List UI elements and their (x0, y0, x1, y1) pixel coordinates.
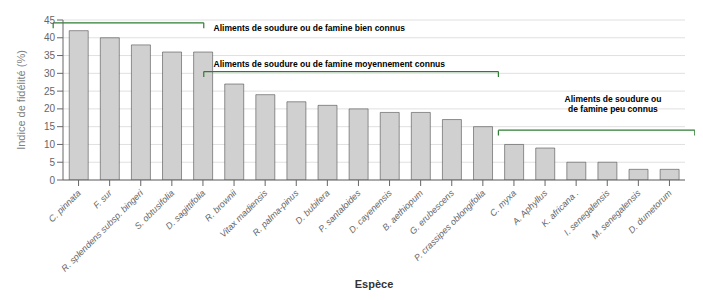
svg-text:5: 5 (49, 157, 55, 168)
svg-text:C. myxa: C. myxa (488, 188, 518, 218)
svg-text:0: 0 (49, 175, 55, 186)
svg-text:D. bubifera: D. bubifera (293, 188, 332, 227)
svg-text:Indice de fidélité (%): Indice de fidélité (%) (15, 50, 27, 150)
svg-text:P. santaloides: P. santaloides (316, 188, 363, 235)
svg-text:F. sur: F. sur (91, 187, 114, 210)
svg-text:I. senegalensis: I. senegalensis (562, 188, 612, 238)
svg-text:D. sagittifolia: D. sagittifolia (164, 188, 208, 232)
svg-text:K. africana .: K. africana . (539, 188, 581, 229)
svg-text:Aliments de soudure ou de fami: Aliments de soudure ou de famine bien co… (214, 23, 406, 33)
svg-text:Aliments de soudure oude famin: Aliments de soudure oude famine peu conn… (565, 94, 662, 114)
svg-text:45: 45 (44, 15, 56, 26)
svg-text:R. brownii: R. brownii (202, 188, 239, 224)
svg-text:M. senegalensis: M. senegalensis (589, 188, 643, 242)
svg-text:Vitax madiensis: Vitax madiensis (217, 188, 270, 240)
svg-text:Aliments de soudure ou de fami: Aliments de soudure ou de famine moyenne… (214, 59, 446, 69)
svg-text:G. erubescens: G. erubescens (407, 188, 456, 237)
svg-text:D. cayenensis: D. cayenensis (346, 188, 394, 235)
svg-text:A. Aphyllus: A. Aphyllus (510, 188, 550, 227)
svg-text:10: 10 (44, 139, 56, 150)
svg-text:25: 25 (44, 86, 56, 97)
svg-text:B. aethiopum: B. aethiopum (380, 188, 425, 233)
svg-text:35: 35 (44, 50, 56, 61)
svg-text:R. splendens subsp. bingeri: R. splendens subsp. bingeri (59, 187, 145, 273)
svg-text:20: 20 (44, 103, 56, 114)
svg-text:D. dumetorum: D. dumetorum (626, 188, 674, 236)
svg-text:Espèce: Espèce (355, 278, 394, 290)
svg-text:P. crassipes oblongifolia: P. crassipes oblongifolia (412, 188, 487, 263)
svg-text:30: 30 (44, 68, 56, 79)
svg-text:S. obtusifolia: S. obtusifolia (132, 188, 177, 232)
svg-text:C. pinnata: C. pinnata (47, 188, 83, 224)
svg-text:R. palma-pinus: R. palma-pinus (251, 188, 301, 238)
svg-text:15: 15 (44, 121, 56, 132)
svg-text:40: 40 (44, 32, 56, 43)
